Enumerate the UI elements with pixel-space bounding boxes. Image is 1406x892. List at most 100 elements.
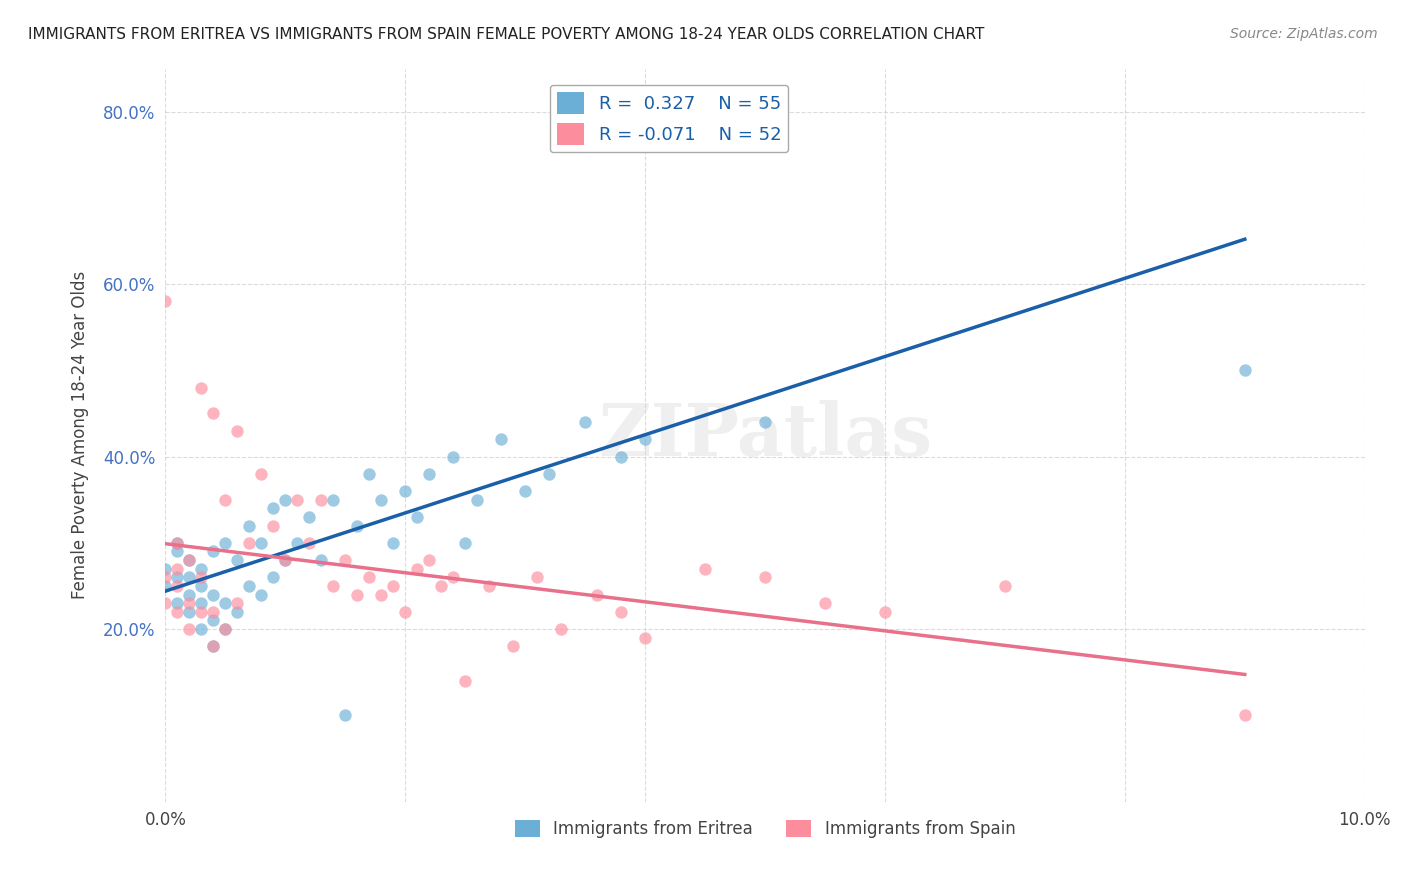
Point [155, 596, 177, 610]
Point [298, 536, 321, 550]
Point [250, 588, 273, 602]
Point [311, 553, 333, 567]
Point [285, 492, 308, 507]
Point [754, 415, 776, 429]
Point [994, 579, 1017, 593]
Point [574, 415, 596, 429]
Point [250, 536, 273, 550]
Point [202, 614, 225, 628]
Point [550, 622, 572, 636]
Point [814, 596, 837, 610]
Point [166, 544, 188, 558]
Point [274, 553, 297, 567]
Point [634, 631, 657, 645]
Point [190, 562, 212, 576]
Legend: Immigrants from Eritrea, Immigrants from Spain: Immigrants from Eritrea, Immigrants from… [508, 813, 1022, 845]
Point [526, 570, 548, 584]
Point [226, 553, 249, 567]
Point [430, 579, 453, 593]
Point [179, 588, 201, 602]
Point [394, 605, 416, 619]
Point [166, 605, 188, 619]
Point [418, 467, 440, 481]
Point [873, 605, 896, 619]
Point [190, 579, 212, 593]
Point [382, 536, 405, 550]
Point [322, 579, 344, 593]
Point [298, 510, 321, 524]
Point [190, 605, 212, 619]
Point [311, 492, 333, 507]
Point [250, 467, 273, 481]
Point [166, 570, 188, 584]
Point [202, 588, 225, 602]
Point [238, 518, 260, 533]
Point [370, 588, 392, 602]
Point [166, 536, 188, 550]
Point [262, 570, 284, 584]
Point [214, 536, 236, 550]
Point [155, 562, 177, 576]
Point [238, 579, 260, 593]
Point [202, 544, 225, 558]
Point [262, 518, 284, 533]
Point [190, 622, 212, 636]
Point [155, 570, 177, 584]
Point [179, 553, 201, 567]
Point [610, 605, 633, 619]
Point [202, 640, 225, 654]
Point [285, 536, 308, 550]
Point [489, 433, 512, 447]
Point [370, 492, 392, 507]
Point [502, 640, 524, 654]
Point [179, 553, 201, 567]
Point [359, 467, 381, 481]
Point [166, 562, 188, 576]
Point [394, 484, 416, 499]
Point [214, 492, 236, 507]
Point [226, 605, 249, 619]
Point [538, 467, 561, 481]
Point [274, 492, 297, 507]
Point [418, 553, 440, 567]
Point [1233, 708, 1256, 723]
Text: ZIPatlas: ZIPatlas [598, 400, 932, 471]
Point [179, 570, 201, 584]
Point [441, 570, 464, 584]
Point [346, 588, 368, 602]
Point [179, 596, 201, 610]
Point [155, 579, 177, 593]
Point [441, 450, 464, 464]
Point [226, 424, 249, 438]
Point [166, 596, 188, 610]
Point [155, 294, 177, 309]
Point [262, 501, 284, 516]
Point [406, 510, 429, 524]
Point [610, 450, 633, 464]
Point [214, 622, 236, 636]
Point [454, 673, 477, 688]
Point [693, 562, 716, 576]
Point [634, 433, 657, 447]
Y-axis label: Female Poverty Among 18-24 Year Olds: Female Poverty Among 18-24 Year Olds [72, 271, 89, 599]
Point [586, 588, 609, 602]
Point [202, 407, 225, 421]
Point [335, 553, 357, 567]
Point [359, 570, 381, 584]
Point [214, 622, 236, 636]
Point [346, 518, 368, 533]
Point [478, 579, 501, 593]
Point [754, 570, 776, 584]
Point [238, 536, 260, 550]
Point [190, 596, 212, 610]
Point [166, 536, 188, 550]
Point [274, 553, 297, 567]
Point [190, 570, 212, 584]
Point [179, 605, 201, 619]
Point [214, 596, 236, 610]
Point [166, 579, 188, 593]
Text: IMMIGRANTS FROM ERITREA VS IMMIGRANTS FROM SPAIN FEMALE POVERTY AMONG 18-24 YEAR: IMMIGRANTS FROM ERITREA VS IMMIGRANTS FR… [28, 27, 984, 42]
Point [406, 562, 429, 576]
Point [465, 492, 488, 507]
Point [1233, 363, 1256, 377]
